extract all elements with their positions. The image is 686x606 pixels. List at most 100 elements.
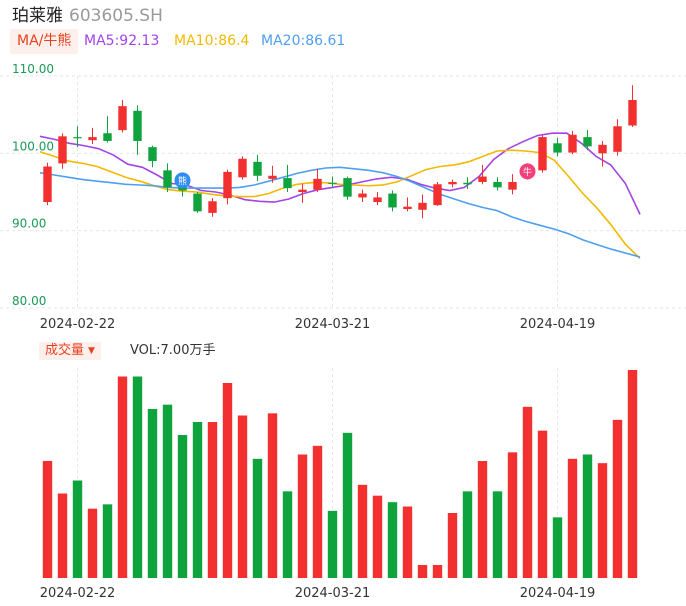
- candle-body: [328, 182, 337, 184]
- candle-body: [508, 181, 517, 190]
- x-tick-label: 2024-04-19: [520, 317, 596, 332]
- volume-selector[interactable]: 成交量 ▼: [39, 342, 101, 360]
- volume-bar: [222, 383, 233, 578]
- volume-bar: [267, 413, 278, 578]
- volume-bar: [312, 445, 323, 578]
- candle-body: [313, 178, 322, 190]
- ma20-label: MA20:86.61: [261, 33, 346, 49]
- volume-bar: [147, 409, 158, 578]
- y-tick-label: 80.00: [12, 294, 46, 308]
- volume-bar: [132, 376, 143, 578]
- x-tick-label: 2024-02-22: [40, 317, 116, 332]
- y-tick-label: 90.00: [12, 217, 46, 231]
- candle-body: [73, 137, 82, 139]
- candle-body: [298, 189, 307, 192]
- volume-value: VOL:7.00万手: [130, 343, 216, 358]
- candle-body: [493, 181, 502, 188]
- caret-down-icon: ▼: [88, 346, 95, 356]
- candle-body: [598, 144, 607, 154]
- x-tick-label: 2024-02-22: [40, 586, 116, 601]
- volume-bar: [372, 495, 383, 578]
- candle-body: [403, 206, 412, 210]
- candle-body: [613, 126, 622, 152]
- volume-bar: [117, 376, 128, 578]
- volume-bar: [432, 565, 443, 578]
- candle-body: [448, 181, 457, 185]
- candle-body: [388, 193, 397, 208]
- candle-body: [478, 176, 487, 182]
- volume-bar: [177, 435, 188, 578]
- indicator-selector[interactable]: MA/牛熊: [10, 29, 79, 54]
- candle-body: [43, 166, 52, 203]
- candle-body: [238, 158, 247, 178]
- volume-bar: [597, 463, 608, 578]
- candle-body: [283, 178, 292, 189]
- marker-label: 熊: [178, 175, 187, 187]
- volume-bar: [387, 502, 398, 578]
- volume-bar: [192, 422, 203, 578]
- stock-name: 珀莱雅: [12, 6, 63, 26]
- candle-body: [373, 197, 382, 203]
- volume-bar: [207, 422, 218, 578]
- volume-bar: [72, 480, 83, 578]
- candle-body: [208, 201, 217, 213]
- candle-body: [628, 99, 637, 126]
- candle-body: [118, 106, 127, 131]
- candle-body: [268, 175, 277, 179]
- candle-body: [148, 147, 157, 162]
- candle-body: [433, 184, 442, 206]
- volume-bar: [552, 517, 563, 578]
- volume-bar: [507, 452, 518, 578]
- stock-code: 603605.SH: [69, 6, 163, 26]
- ma20-line: [39, 166, 641, 258]
- volume-bar: [537, 430, 548, 578]
- x-tick-label: 2024-03-21: [295, 586, 371, 601]
- candle-body: [88, 137, 97, 141]
- volume-bar: [612, 419, 623, 578]
- candle-body: [193, 193, 202, 212]
- volume-bar: [87, 508, 98, 578]
- volume-bar: [297, 454, 308, 578]
- y-tick-label: 100.00: [12, 139, 54, 153]
- volume-bar: [522, 406, 533, 578]
- volume-label: 成交量: [45, 343, 85, 358]
- stock-header: 珀莱雅 603605.SH: [12, 4, 163, 28]
- volume-bar: [402, 506, 413, 578]
- candle-body: [253, 161, 262, 176]
- candle-body: [568, 134, 577, 153]
- volume-bar: [357, 484, 368, 578]
- x-tick-label: 2024-03-21: [295, 317, 371, 332]
- volume-bar: [477, 461, 488, 578]
- volume-bar: [627, 370, 638, 578]
- volume-bar: [492, 491, 503, 578]
- y-tick-label: 110.00: [12, 62, 54, 76]
- bull-marker-icon: [519, 163, 536, 180]
- ma5-label: MA5:92.13: [84, 33, 160, 49]
- candle-body: [343, 178, 352, 197]
- volume-bar: [447, 513, 458, 578]
- marker-label: 牛: [523, 166, 532, 178]
- volume-bar: [282, 491, 293, 578]
- volume-bar: [582, 454, 593, 578]
- ma5-line: [39, 132, 641, 215]
- volume-bar: [462, 491, 473, 578]
- candle-body: [418, 202, 427, 210]
- candle-body: [133, 110, 142, 141]
- x-tick-label: 2024-04-19: [520, 586, 596, 601]
- candle-body: [163, 170, 172, 188]
- volume-bar: [342, 432, 353, 578]
- volume-bar: [327, 510, 338, 578]
- candle-body: [463, 182, 472, 185]
- volume-bar: [417, 565, 428, 578]
- candle-body: [103, 133, 112, 141]
- ma10-label: MA10:86.4: [174, 33, 250, 49]
- candle-body: [583, 137, 592, 147]
- volume-bar: [102, 504, 113, 578]
- candle-body: [358, 193, 367, 198]
- volume-bar: [57, 493, 68, 578]
- candle-body: [553, 143, 562, 153]
- volume-bar: [162, 404, 173, 578]
- volume-bar: [567, 458, 578, 578]
- candle-body: [223, 171, 232, 199]
